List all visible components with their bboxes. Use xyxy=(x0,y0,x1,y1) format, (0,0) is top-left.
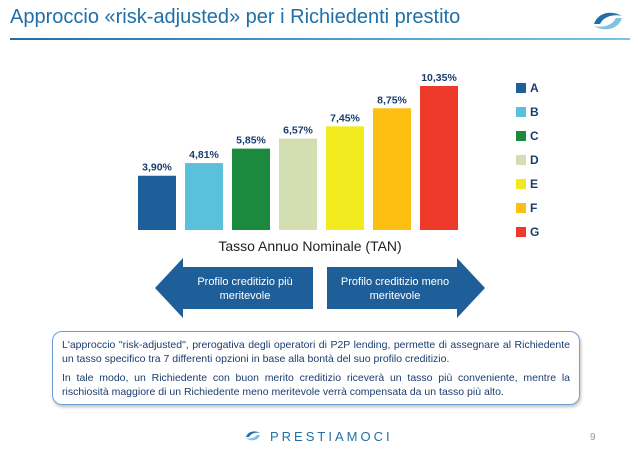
legend-label-g: G xyxy=(530,225,540,239)
title-divider xyxy=(10,38,630,40)
bar-g xyxy=(420,86,458,230)
x-axis-label: Tasso Annuo Nominale (TAN) xyxy=(218,238,402,254)
bar-value-label-d: 6,57% xyxy=(283,125,313,137)
legend-label-c: C xyxy=(530,129,539,143)
page-title: Approccio «risk-adjusted» per i Richiede… xyxy=(10,6,461,28)
legend-swatch-a xyxy=(516,83,526,93)
left-arrow-label: Profilo creditizio più meritevole xyxy=(197,276,293,302)
bar-value-label-e: 7,45% xyxy=(330,112,360,124)
page-number: 9 xyxy=(590,432,596,443)
prestiamoci-logo-icon xyxy=(594,12,622,30)
legend-swatch-c xyxy=(516,131,526,141)
bar-value-label-a: 3,90% xyxy=(142,162,172,174)
bar-value-label-c: 5,85% xyxy=(236,135,266,147)
bar-d xyxy=(279,138,317,230)
info-box: L'approccio "risk-adjusted", prerogativa… xyxy=(52,331,580,405)
bar-c xyxy=(232,148,270,230)
left-arrow-shape xyxy=(155,258,313,318)
legend-swatch-b xyxy=(516,107,526,117)
brand-name: PRESTIAMOCI xyxy=(270,429,393,444)
brand-mark-icon xyxy=(246,431,260,441)
legend-label-b: B xyxy=(530,105,539,119)
bar-value-label-f: 8,75% xyxy=(377,94,407,106)
credit-profile-arrows xyxy=(155,258,485,318)
info-paragraph-2: In tale modo, un Richiedente con buon me… xyxy=(62,372,570,398)
right-arrow-shape xyxy=(327,258,485,318)
legend-swatch-d xyxy=(516,155,526,165)
info-paragraph-1: L'approccio "risk-adjusted", prerogativa… xyxy=(62,339,570,365)
legend-label-a: A xyxy=(530,81,539,95)
bar-e xyxy=(326,126,364,230)
legend-label-f: F xyxy=(530,201,538,215)
bar-value-label-g: 10,35% xyxy=(421,72,457,84)
bar-value-label-b: 4,81% xyxy=(189,149,219,161)
bar-a xyxy=(138,175,176,230)
bar-f xyxy=(373,108,411,230)
right-arrow-label: Profilo creditizio meno meritevole xyxy=(340,276,450,302)
legend-swatch-g xyxy=(516,227,526,237)
legend-swatch-f xyxy=(516,203,526,213)
bar-b xyxy=(185,163,223,230)
legend-label-d: D xyxy=(530,153,539,167)
legend-swatch-e xyxy=(516,179,526,189)
legend-label-e: E xyxy=(530,177,539,191)
